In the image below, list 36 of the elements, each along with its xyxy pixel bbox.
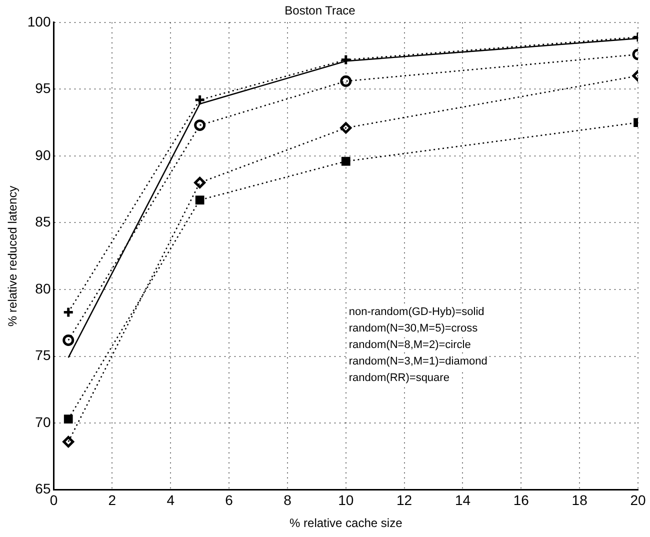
x-axis-title: % relative cache size xyxy=(290,516,403,530)
y-tick-label: 90 xyxy=(35,146,51,163)
point xyxy=(194,119,206,131)
x-tick-label: 20 xyxy=(630,492,646,508)
annotation: random(N=3,M=1)=diamond xyxy=(348,356,488,368)
x-tick-label: 2 xyxy=(108,492,116,508)
x-tick-label: 4 xyxy=(166,492,175,508)
point xyxy=(340,122,352,134)
x-tick-label: 8 xyxy=(284,492,292,508)
y-tick-label: 100 xyxy=(27,13,51,30)
y-tick-label: 75 xyxy=(35,347,51,364)
annotation: random(RR)=square xyxy=(348,372,450,384)
chart-title: Boston Trace xyxy=(284,4,356,18)
y-tick-label: 95 xyxy=(35,80,51,96)
point xyxy=(340,75,352,87)
x-tick-label: 18 xyxy=(572,492,588,508)
annotation: non-random(GD-Hyb)=solid xyxy=(348,306,484,318)
y-tick-label: 65 xyxy=(35,480,51,497)
point xyxy=(62,436,74,448)
point xyxy=(64,414,73,424)
annotation: random(N=30,M=5)=cross xyxy=(348,322,478,335)
x-tick-label: 12 xyxy=(396,492,412,508)
x-tick-label: 6 xyxy=(225,492,234,508)
point xyxy=(62,334,74,346)
x-tick-label: 10 xyxy=(338,492,354,508)
point xyxy=(195,196,204,204)
x-tick-label: 16 xyxy=(513,492,530,508)
x-tick-label: 0 xyxy=(50,492,58,508)
y-tick-label: 80 xyxy=(35,280,51,296)
y-tick-label: 70 xyxy=(35,414,51,430)
y-tick-label: 85 xyxy=(35,214,51,230)
point xyxy=(341,156,350,166)
annotation: random(N=8,M=2)=circle xyxy=(348,339,471,352)
y-axis-title: % relative reduced latency xyxy=(6,186,20,326)
point xyxy=(194,176,206,188)
x-tick-label: 14 xyxy=(454,492,471,508)
